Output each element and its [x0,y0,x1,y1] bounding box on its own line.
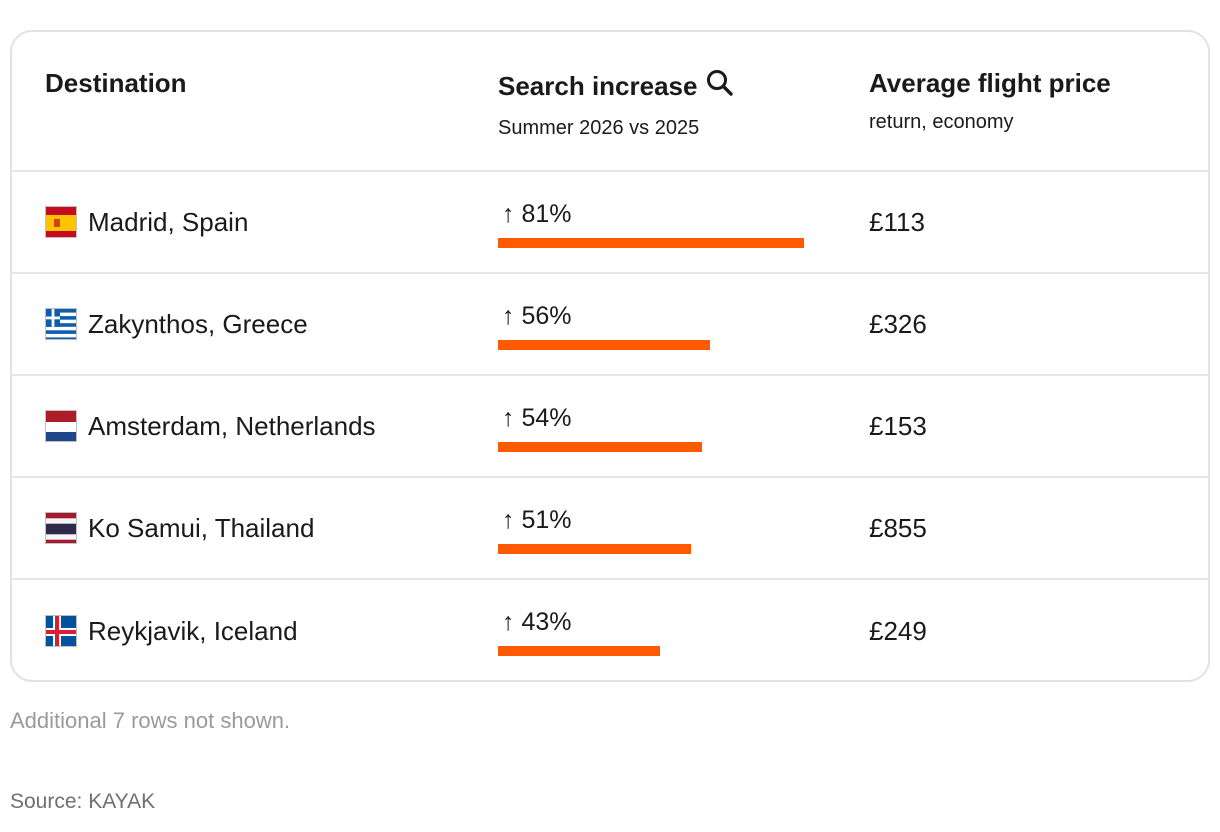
header-search-increase-subtitle: Summer 2026 vs 2025 [498,117,700,139]
increase-bar [498,544,691,554]
data-table: Destination Search increase Summer 2026 … [10,30,1210,682]
table-header: Destination Search increase Summer 2026 … [12,32,1208,172]
greece-flag-icon [45,308,77,340]
flight-price: £326 [869,308,927,339]
table-row: Reykjavik, Iceland ↑ 43% £249 [12,580,1208,680]
increase-bar [498,340,710,350]
thailand-flag-icon [45,512,77,544]
source-credit: Source: KAYAK [10,790,156,813]
rows-not-shown-note: Additional 7 rows not shown. [10,708,291,733]
header-flight-price-title: Average flight price [869,68,1111,98]
table-row: Madrid, Spain ↑ 81% £113 [12,172,1208,274]
destination-name: Amsterdam, Netherlands [88,410,376,441]
header-destination-title: Destination [45,68,187,98]
destination-name: Reykjavik, Iceland [88,615,298,646]
flight-price: £113 [869,206,925,237]
increase-bar [498,442,702,452]
header-flight-price: Average flight price return, economy [869,68,1111,134]
header-flight-price-subtitle: return, economy [869,111,1014,133]
netherlands-flag-icon [45,410,77,442]
flight-price: £153 [869,410,927,441]
increase-label: ↑ 81% [502,200,572,228]
table-row: Ko Samui, Thailand ↑ 51% £855 [12,478,1208,580]
destination-name: Ko Samui, Thailand [88,512,315,543]
search-icon [705,68,735,105]
header-destination: Destination [45,68,187,99]
table-row: Amsterdam, Netherlands ↑ 54% £153 [12,376,1208,478]
table-row: Zakynthos, Greece ↑ 56% £326 [12,274,1208,376]
increase-label: ↑ 51% [502,506,572,534]
header-search-increase: Search increase Summer 2026 vs 2025 [498,68,735,140]
spain-flag-icon [45,206,77,238]
flight-price: £249 [869,615,927,646]
destination-name: Madrid, Spain [88,206,249,237]
increase-label: ↑ 54% [502,404,572,432]
flight-price: £855 [869,512,927,543]
increase-bar [498,238,804,248]
increase-bar [498,646,661,656]
iceland-flag-icon [45,615,77,647]
header-search-increase-title: Search increase [498,71,698,101]
increase-label: ↑ 43% [502,608,572,636]
destination-name: Zakynthos, Greece [88,308,308,339]
increase-label: ↑ 56% [502,302,572,330]
